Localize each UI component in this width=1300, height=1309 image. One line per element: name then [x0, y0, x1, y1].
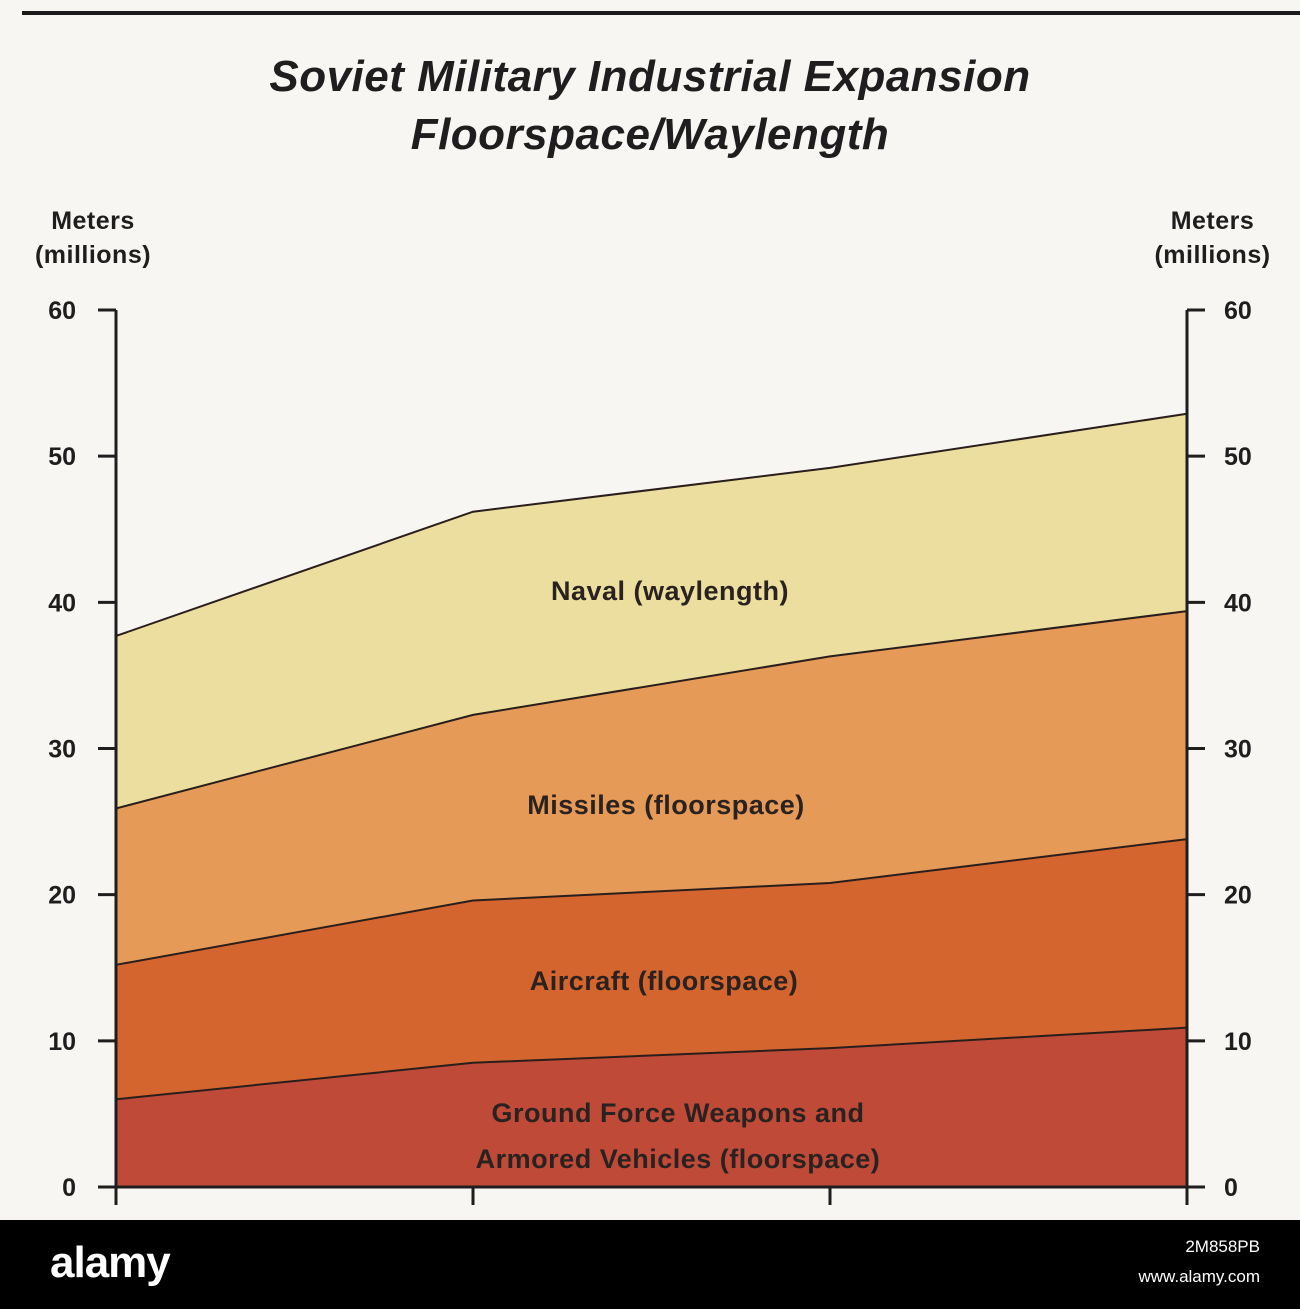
footer-image-id: 2M858PB www.alamy.com	[1138, 1232, 1260, 1292]
y-tick-label-right: 50	[1224, 443, 1252, 471]
band-boundaries	[115, 412, 1188, 1101]
y-tick-label-left: 50	[48, 443, 76, 471]
footer-site-text: www.alamy.com	[1138, 1267, 1260, 1286]
footer-logo: alamy	[50, 1238, 171, 1287]
watermark-footer: alamy 2M858PB www.alamy.com	[0, 1220, 1300, 1309]
y-tick-label-right: 0	[1224, 1174, 1238, 1202]
boundary-missiles	[115, 610, 1188, 810]
area-layers	[116, 413, 1187, 1187]
left-axis-unit-line1: Meters	[51, 207, 135, 235]
y-tick-label-left: 30	[48, 736, 76, 764]
area-aircraft	[116, 839, 1187, 1100]
label-ground-line2: Armored Vehicles (floorspace)	[476, 1144, 881, 1174]
footer-id-text: 2M858PB	[1185, 1237, 1260, 1256]
y-tick-label-left: 40	[48, 589, 76, 617]
y-tick-label-right: 60	[1224, 297, 1252, 325]
chart-subtitle: Floorspace/Waylength	[410, 110, 890, 159]
y-tick-label-right: 40	[1224, 589, 1252, 617]
y-tick-label-left: 20	[48, 882, 76, 910]
boundary-naval	[115, 412, 1188, 637]
right-axis-unit: Meters (millions)	[1130, 204, 1295, 272]
left-axis-unit: Meters (millions)	[18, 204, 168, 272]
y-tick-label-right: 10	[1224, 1028, 1252, 1056]
top-rule	[22, 11, 1300, 15]
label-aircraft: Aircraft (floorspace)	[530, 966, 799, 996]
area-ground	[116, 1027, 1187, 1187]
label-naval: Naval (waylength)	[551, 576, 789, 606]
label-missiles: Missiles (floorspace)	[527, 790, 805, 820]
boundary-aircraft	[115, 838, 1188, 966]
chart-title: Soviet Military Industrial Expansion	[269, 52, 1031, 101]
y-tick-label-left: 10	[48, 1028, 76, 1056]
y-tick-label-left: 60	[48, 297, 76, 325]
right-axis-unit-line2: (millions)	[1154, 241, 1271, 269]
left-axis-unit-line2: (millions)	[34, 241, 152, 269]
y-tick-label-left: 0	[62, 1174, 76, 1202]
area-missiles	[116, 611, 1187, 965]
y-tick-label-right: 30	[1224, 736, 1252, 764]
stacked-area-chart: 0 0 10 10 20 20 30 30 40 40 50 50 60 60 Naval (waylen…	[48, 297, 1252, 1205]
boundary-ground	[115, 1026, 1188, 1101]
label-ground-line1: Ground Force Weapons and	[491, 1098, 864, 1128]
band-labels: Naval (waylength) Missiles (floorspace) …	[476, 576, 881, 1174]
area-naval	[116, 413, 1187, 809]
y-tick-label-right: 20	[1224, 882, 1252, 910]
right-axis-unit-line1: Meters	[1170, 207, 1255, 235]
chart-axes: 0 0 10 10 20 20 30 30 40 40 50 50 60 60	[48, 297, 1252, 1205]
